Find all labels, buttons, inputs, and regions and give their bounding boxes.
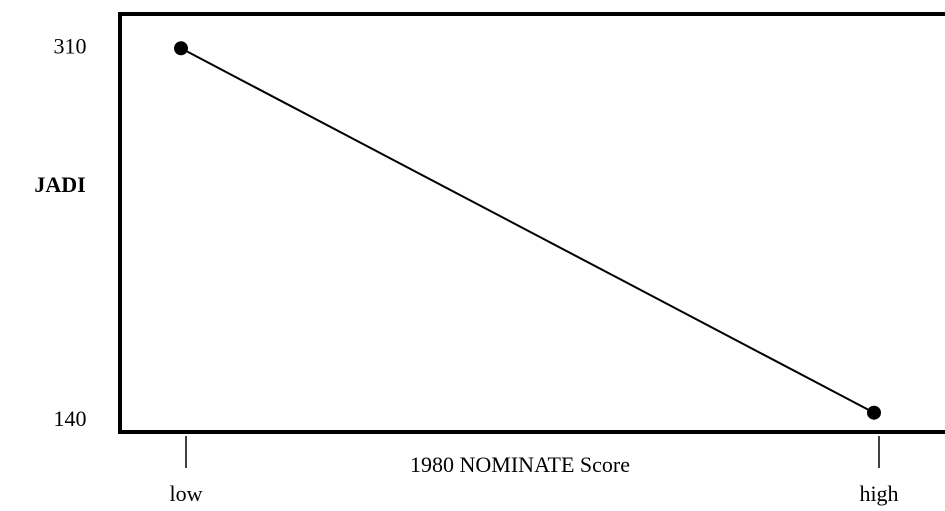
data-line	[180, 47, 875, 414]
x-axis-label: 1980 NOMINATE Score	[410, 452, 630, 477]
data-point	[174, 41, 188, 56]
x-tick-label: low	[170, 481, 203, 506]
x-tick-label: high	[859, 481, 898, 506]
data-point	[867, 405, 881, 420]
y-axis-label: JADI	[34, 172, 85, 197]
y-tick-label: 310	[54, 33, 87, 58]
y-tick-label: 140	[54, 406, 87, 431]
